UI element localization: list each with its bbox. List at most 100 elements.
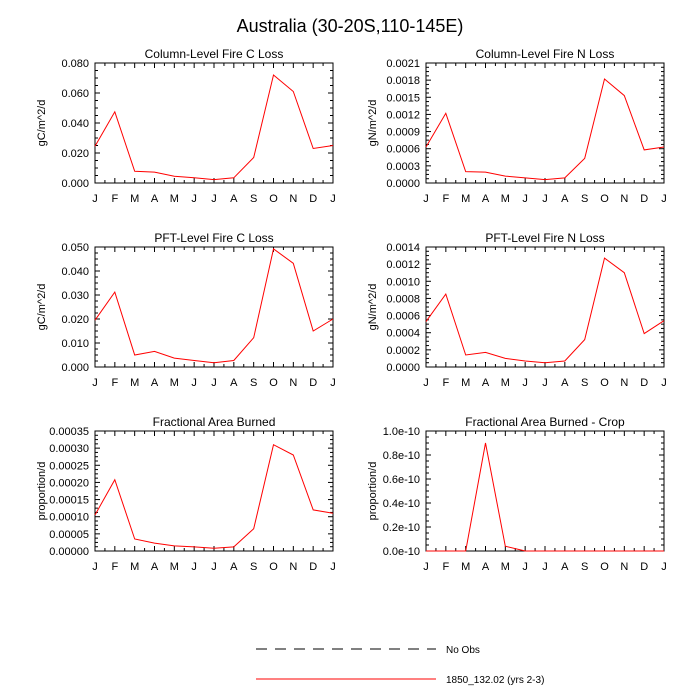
y-tick-label: 0.050	[61, 242, 89, 254]
x-tick-label: M	[461, 377, 470, 389]
x-tick-label: F	[111, 193, 118, 205]
y-tick-label: 0.0000	[386, 178, 420, 190]
x-tick-label: S	[581, 193, 588, 205]
x-tick-label: S	[581, 561, 588, 573]
y-tick-label: 0.00015	[49, 495, 89, 507]
x-tick-label: M	[501, 193, 510, 205]
panel-5: Fractional Area Burned 0.00000 0.00005 0.00…	[36, 415, 336, 573]
x-tick-label: A	[561, 561, 569, 573]
x-tick-label: F	[442, 377, 449, 389]
x-tick-label: M	[170, 561, 179, 573]
x-tick-label: J	[522, 193, 528, 205]
x-tick-label: S	[581, 377, 588, 389]
panel-title: Column-Level Fire C Loss	[145, 47, 284, 61]
panel-3: PFT-Level Fire C Loss 0.000 0.010 0.020 0.03…	[36, 231, 336, 389]
legend: No Obs 1850_132.02 (yrs 2-3)	[256, 645, 544, 686]
x-tick-label: J	[542, 377, 548, 389]
x-tick-label: J	[423, 193, 429, 205]
y-axis-label: gN/m^2/d	[367, 284, 379, 331]
y-tick-label: 0.8e-10	[383, 450, 420, 462]
x-tick-label: A	[561, 193, 569, 205]
x-tick-label: J	[423, 377, 429, 389]
x-tick-label: J	[661, 377, 667, 389]
x-tick-label: M	[130, 377, 139, 389]
x-tick-label: J	[92, 561, 98, 573]
y-tick-label: 0.4e-10	[383, 498, 420, 510]
x-tick-label: M	[130, 561, 139, 573]
panel-1: Column-Level Fire C Loss 0.000 0.020 0.040 0…	[36, 47, 336, 205]
x-tick-label: D	[309, 377, 317, 389]
series-line	[425, 257, 665, 364]
y-tick-label: 0.020	[61, 148, 89, 160]
x-tick-label: J	[661, 193, 667, 205]
y-tick-label: 0.0014	[386, 242, 420, 254]
y-tick-label: 0.000	[61, 178, 89, 190]
x-tick-label: J	[191, 377, 197, 389]
y-tick-label: 0.0e-10	[383, 546, 420, 558]
x-tick-label: N	[289, 377, 297, 389]
y-axis-label: proportion/d	[36, 462, 48, 521]
panel-title: PFT-Level Fire N Loss	[485, 231, 604, 245]
y-tick-label: 0.00005	[49, 529, 89, 541]
y-tick-label: 0.030	[61, 290, 89, 302]
x-tick-label: O	[600, 377, 609, 389]
y-tick-label: 0.0002	[386, 345, 420, 357]
plot-frame	[94, 62, 334, 184]
y-axis-label: gC/m^2/d	[36, 100, 48, 147]
y-tick-label: 1.0e-10	[383, 426, 420, 438]
panel-4: PFT-Level Fire N Loss 0.0000 0.0002 0.0004 0…	[367, 231, 667, 389]
x-tick-label: A	[482, 377, 490, 389]
panel-title: PFT-Level Fire C Loss	[154, 231, 273, 245]
x-tick-label: J	[330, 193, 336, 205]
x-tick-label: D	[640, 377, 648, 389]
x-tick-label: J	[330, 377, 336, 389]
x-tick-label: J	[522, 377, 528, 389]
x-tick-label: J	[211, 561, 217, 573]
x-tick-label: S	[250, 377, 257, 389]
y-axis-label: gC/m^2/d	[36, 284, 48, 331]
x-tick-label: M	[461, 193, 470, 205]
x-tick-label: F	[111, 561, 118, 573]
x-tick-label: S	[250, 561, 257, 573]
x-tick-label: A	[230, 377, 238, 389]
x-tick-label: S	[250, 193, 257, 205]
x-tick-label: J	[522, 561, 528, 573]
y-tick-label: 0.0006	[386, 144, 420, 156]
figure-title: Australia (30-20S,110-145E)	[237, 16, 464, 36]
x-tick-label: M	[170, 377, 179, 389]
x-tick-label: D	[309, 561, 317, 573]
plot-frame	[94, 430, 334, 552]
y-axis-label: gN/m^2/d	[367, 100, 379, 147]
x-tick-label: M	[170, 193, 179, 205]
y-tick-label: 0.2e-10	[383, 522, 420, 534]
y-tick-label: 0.0010	[386, 276, 420, 288]
y-tick-label: 0.0000	[386, 362, 420, 374]
x-tick-label: M	[461, 561, 470, 573]
x-tick-label: J	[191, 561, 197, 573]
plot-frame	[425, 62, 665, 184]
panel-title: Column-Level Fire N Loss	[476, 47, 615, 61]
y-tick-label: 0.00010	[49, 512, 89, 524]
y-tick-label: 0.0015	[386, 92, 420, 104]
y-tick-label: 0.0009	[386, 127, 420, 139]
x-tick-label: N	[620, 193, 628, 205]
x-tick-label: O	[269, 377, 278, 389]
x-tick-label: J	[211, 193, 217, 205]
y-tick-label: 0.00035	[49, 426, 89, 438]
y-tick-label: 0.0003	[386, 161, 420, 173]
x-tick-label: N	[289, 561, 297, 573]
series-line	[426, 442, 664, 552]
y-axis-label: proportion/d	[367, 462, 379, 521]
y-tick-label: 0.00030	[49, 443, 89, 455]
x-tick-label: O	[600, 193, 609, 205]
y-tick-label: 0.0006	[386, 311, 420, 323]
x-tick-label: J	[92, 377, 98, 389]
x-tick-label: A	[151, 193, 159, 205]
series-line	[425, 78, 665, 181]
y-tick-label: 0.010	[61, 338, 89, 350]
y-tick-label: 0.0004	[386, 328, 420, 340]
series-line	[94, 248, 334, 364]
y-tick-label: 0.080	[61, 58, 89, 70]
y-tick-label: 0.0008	[386, 293, 420, 305]
x-tick-label: J	[423, 561, 429, 573]
